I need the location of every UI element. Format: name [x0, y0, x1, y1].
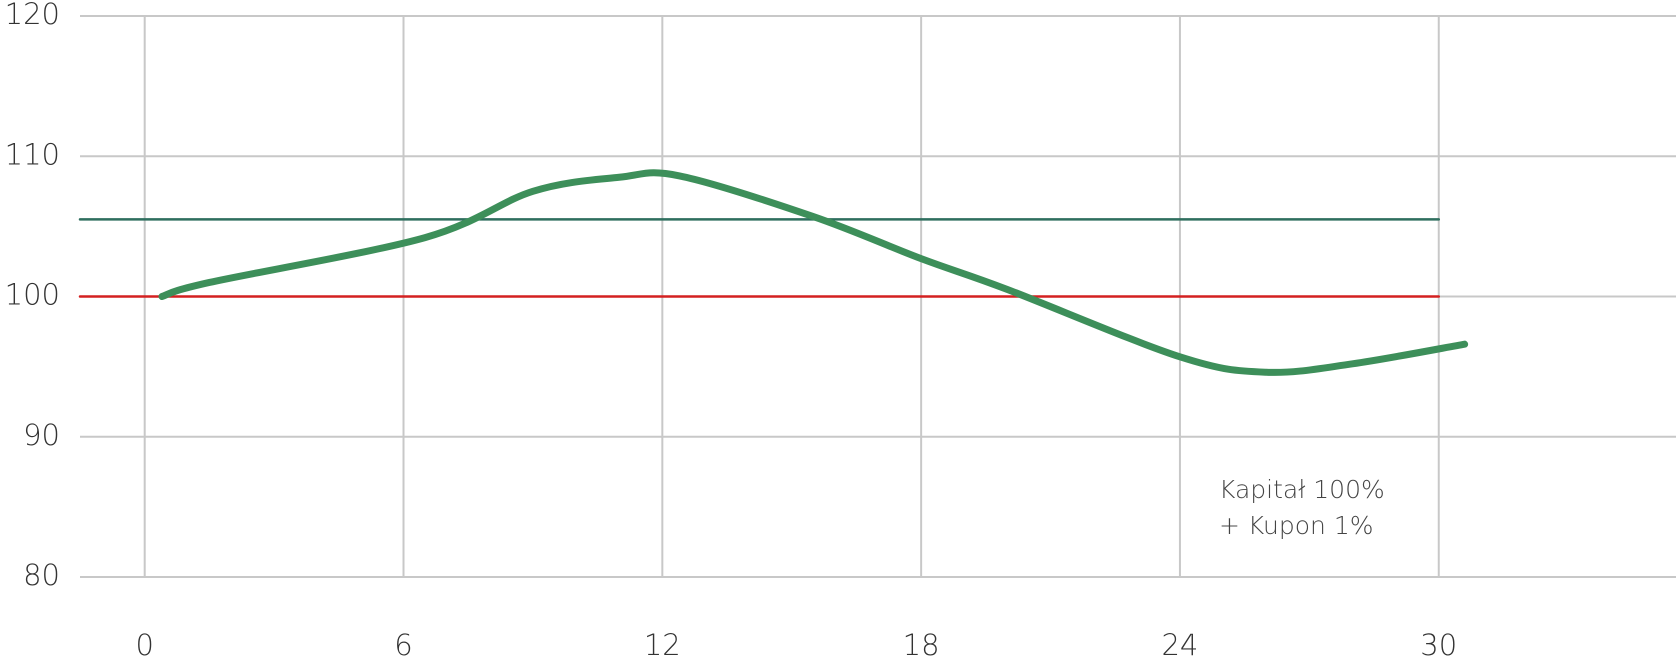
x-tick-label: 24 — [1161, 628, 1198, 659]
annotation: Kapitał 100% — [1219, 475, 1385, 504]
x-tick-label: 18 — [903, 628, 940, 659]
annotation: + Kupon 1% — [1219, 511, 1374, 540]
y-tick-label: 100 — [5, 278, 60, 312]
x-tick-label: 12 — [644, 628, 681, 659]
y-tick-label: 80 — [23, 558, 60, 592]
x-tick-label: 6 — [394, 628, 412, 659]
x-tick-label: 0 — [135, 628, 153, 659]
y-tick-label: 90 — [23, 418, 60, 452]
y-tick-label: 110 — [5, 137, 60, 171]
y-tick-label: 120 — [5, 0, 60, 31]
line — [158, 169, 1469, 376]
x-tick-label: 30 — [1420, 628, 1457, 659]
